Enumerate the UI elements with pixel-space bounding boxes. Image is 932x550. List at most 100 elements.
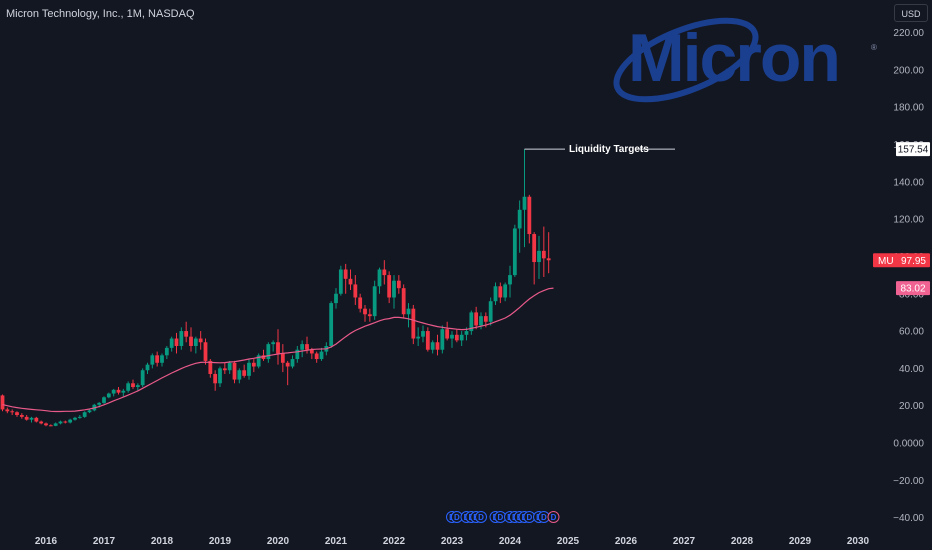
candle-body [392, 280, 396, 298]
candle-body [512, 228, 517, 276]
y-tick-label: 120.00 [893, 215, 924, 226]
x-tick-label: 2021 [325, 536, 348, 547]
candle [24, 415, 29, 421]
candle [53, 422, 58, 427]
candle [121, 388, 126, 397]
candle [77, 415, 82, 419]
candle [488, 297, 493, 326]
candle [459, 331, 464, 346]
price-label-box [873, 253, 930, 268]
x-tick-label: 2019 [209, 536, 232, 547]
candle [300, 340, 305, 358]
dividend-badge-label: D [541, 513, 547, 522]
y-tick-label: 180.00 [893, 103, 924, 114]
candle-body [116, 389, 121, 393]
candle [522, 149, 527, 248]
candle-body [435, 342, 440, 350]
candle [503, 282, 508, 302]
candle [73, 416, 77, 421]
candle-body [522, 196, 527, 210]
candle-body [222, 368, 227, 371]
x-tick-label: 2022 [383, 536, 406, 547]
candle-body [498, 286, 503, 298]
candle [527, 194, 532, 244]
candle [319, 347, 324, 361]
x-tick-label: 2026 [615, 536, 638, 547]
dividend-badge[interactable]: D [547, 511, 560, 523]
candle [111, 388, 116, 397]
candle [256, 353, 261, 369]
price-label-box [896, 142, 930, 157]
candle-body [189, 336, 193, 346]
price-label-value: 157.54 [898, 145, 929, 156]
candle [106, 392, 111, 399]
candle-body [34, 417, 39, 422]
candle [358, 293, 363, 313]
candle [10, 409, 15, 416]
candle [411, 304, 416, 345]
candle-body [5, 409, 10, 412]
candle [421, 325, 425, 343]
candle-body [53, 423, 58, 426]
candle [169, 336, 174, 352]
dividend-badges: DDDDDDDDDDDDDDDD [446, 511, 560, 523]
candle-body [169, 338, 174, 348]
candle-body [102, 397, 106, 403]
candle [247, 359, 251, 380]
candle-body [387, 275, 392, 298]
candle [58, 420, 63, 425]
candle-body [353, 284, 358, 298]
candle [454, 329, 459, 343]
y-tick-label: −40.00 [893, 513, 924, 524]
candle-body [48, 425, 53, 427]
candle-body [314, 353, 319, 360]
candle-body [537, 250, 541, 263]
candle-body [363, 308, 367, 315]
candle-body [546, 258, 551, 261]
candle [338, 265, 343, 296]
candle-body [164, 347, 169, 356]
candle-body [63, 421, 68, 423]
currency-button[interactable]: USD [894, 4, 928, 22]
candle [242, 364, 247, 378]
candle-body [184, 331, 189, 337]
candle [392, 275, 396, 309]
candle [174, 332, 179, 354]
dividend-badge[interactable]: D [475, 511, 487, 523]
candle [198, 331, 203, 350]
candle [227, 360, 232, 374]
candle-body [242, 370, 247, 376]
candle [48, 424, 53, 427]
candle [276, 329, 280, 365]
candle [179, 327, 184, 350]
price-label-ticker: MU [878, 256, 894, 267]
candle [416, 327, 421, 346]
candle [367, 308, 372, 322]
candle [387, 271, 392, 304]
candle [450, 331, 454, 348]
x-tick-label: 2030 [847, 536, 870, 547]
candle-body [193, 338, 198, 346]
candle [445, 321, 450, 341]
candle [44, 422, 48, 427]
candle [34, 416, 39, 423]
candle-body [411, 308, 416, 339]
liquidity-targets-annotation[interactable]: Liquidity Targets [524, 144, 676, 155]
candle-body [503, 284, 508, 298]
candle-body [305, 344, 309, 350]
candle-body [454, 334, 459, 341]
candle [19, 413, 24, 419]
candle-body [0, 395, 5, 410]
x-tick-label: 2020 [267, 536, 290, 547]
candle-body [150, 355, 155, 365]
candle-body [82, 412, 87, 417]
candle [116, 387, 121, 395]
price-label-box [896, 281, 930, 296]
candle-body [145, 364, 150, 371]
candle-body [44, 423, 48, 426]
x-tick-label: 2028 [731, 536, 754, 547]
candle [5, 407, 10, 414]
candle [290, 355, 295, 369]
logo-registered-mark: ® [871, 43, 877, 52]
